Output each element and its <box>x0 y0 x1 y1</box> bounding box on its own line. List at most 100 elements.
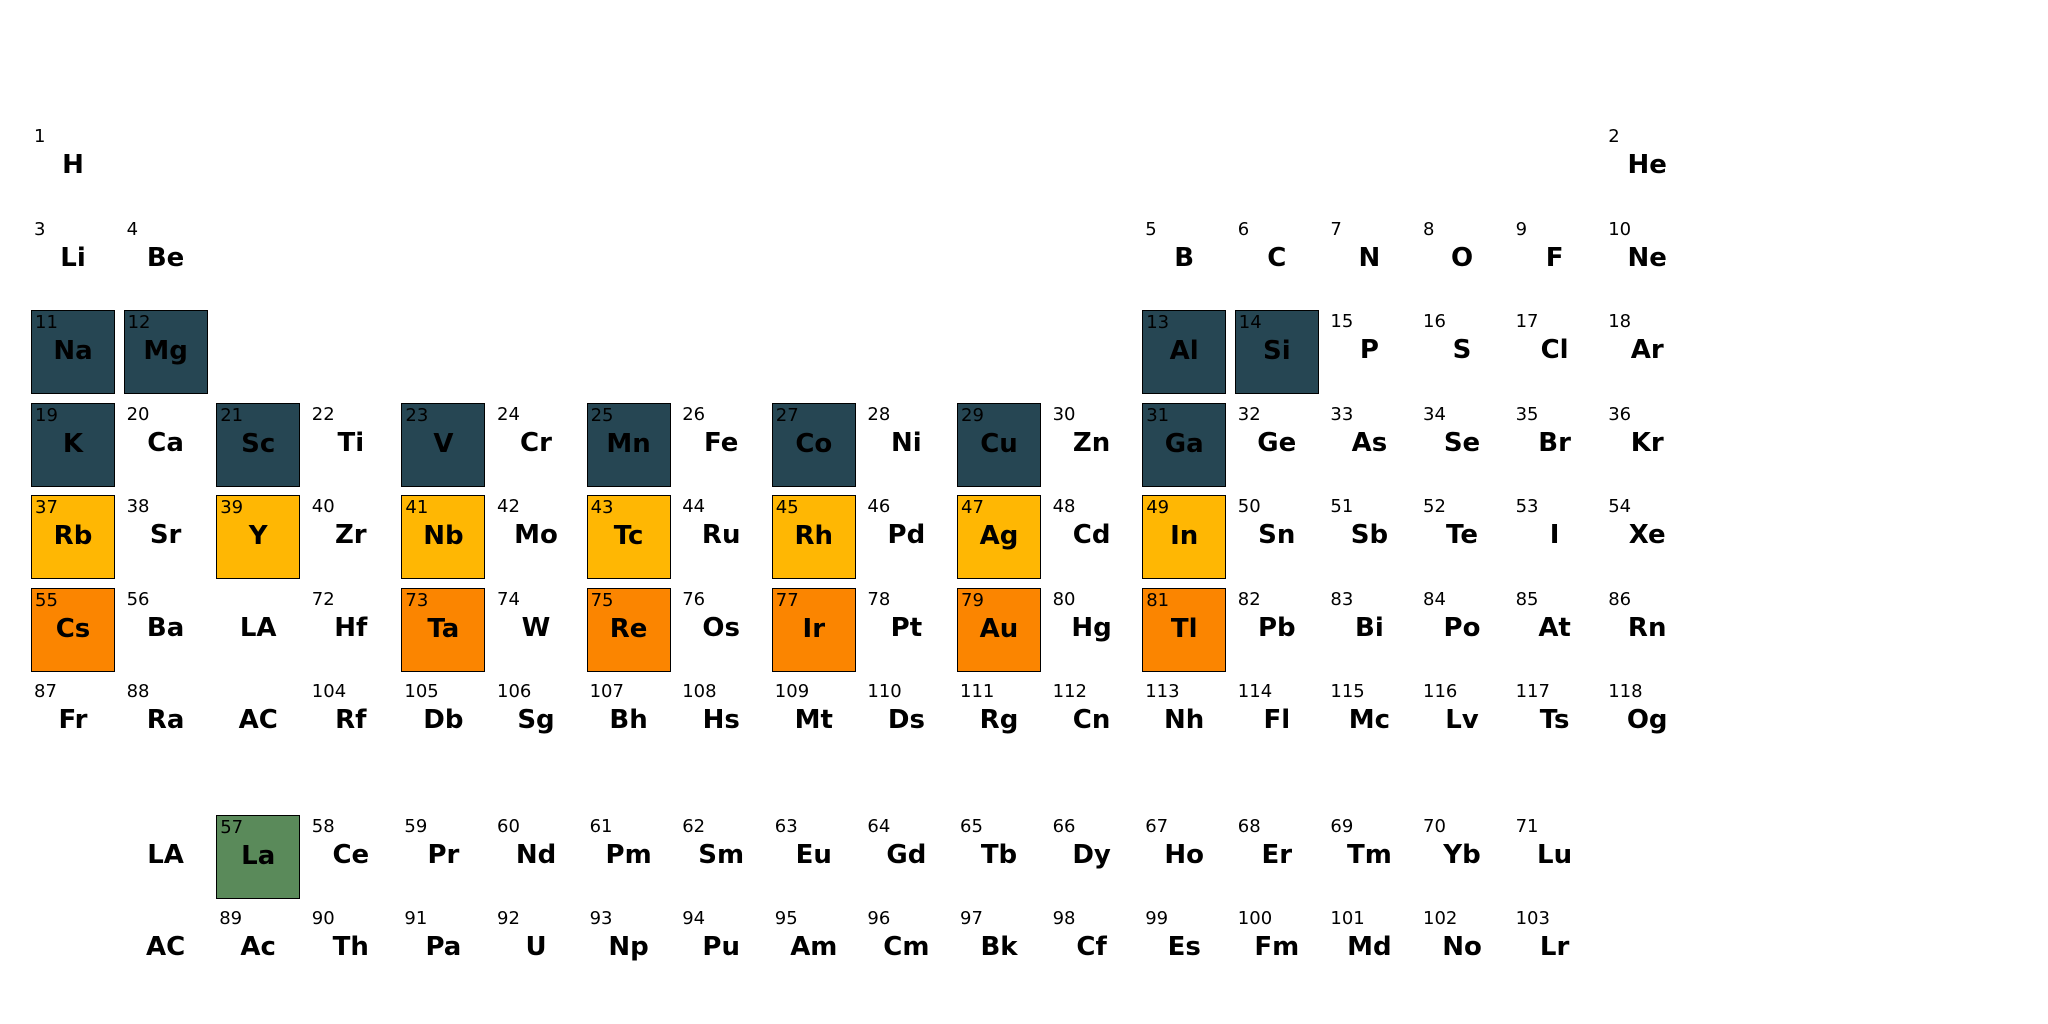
element-cell-tb-65: 65 Tb <box>957 815 1041 899</box>
atomic-number: 63 <box>774 816 798 837</box>
element-symbol: No <box>1442 932 1482 962</box>
element-symbol: Ru <box>701 520 741 550</box>
element-symbol: V <box>433 429 454 459</box>
atomic-number: 45 <box>775 497 799 518</box>
element-cell-ar-18: 18 Ar <box>1605 310 1689 394</box>
element-cell-ds-110: 110 Ds <box>864 680 948 764</box>
element-symbol: Rb <box>53 521 93 551</box>
element-cell-as-33: 33 As <box>1327 403 1411 487</box>
element-symbol: As <box>1351 428 1388 458</box>
element-cell-sm-62: 62 Sm <box>679 815 763 899</box>
element-cell-er-68: 68 Er <box>1235 815 1319 899</box>
atomic-number: 29 <box>961 405 984 426</box>
atomic-number: 79 <box>961 590 984 611</box>
element-symbol: Br <box>1538 428 1571 458</box>
element-cell-ag-47: 47 Ag <box>957 495 1041 579</box>
element-cell-co-27: 27 Co <box>771 403 856 487</box>
element-symbol: He <box>1627 150 1667 180</box>
element-symbol: Co <box>795 429 833 459</box>
element-cell-re-75: 75 Re <box>586 588 671 672</box>
element-cell-lu-71: 71 Lu <box>1513 815 1597 899</box>
element-cell-gd-64: 64 Gd <box>864 815 948 899</box>
element-symbol: Ds <box>887 705 925 735</box>
atomic-number: 89 <box>219 908 243 929</box>
element-cell-ga-31: 31 Ga <box>1142 403 1227 487</box>
element-cell-at-85: 85 At <box>1513 588 1597 672</box>
atomic-number: 54 <box>1608 496 1632 517</box>
element-cell-y-39: 39 Y <box>216 495 301 579</box>
element-cell-se-34: 34 Se <box>1420 403 1504 487</box>
atomic-number: 114 <box>1237 681 1273 702</box>
element-symbol: LA <box>239 613 277 643</box>
atomic-number: 74 <box>497 589 520 610</box>
element-symbol: Zn <box>1072 428 1111 458</box>
element-cell-ca-20: 20 Ca <box>124 403 208 487</box>
element-cell-cm-96: 96 Cm <box>864 907 948 991</box>
atomic-number: 21 <box>220 405 244 426</box>
element-symbol: Mn <box>606 429 651 459</box>
atomic-number: 7 <box>1330 219 1342 240</box>
element-cell-zn-30: 30 Zn <box>1050 403 1134 487</box>
element-symbol: Og <box>1626 705 1668 735</box>
atomic-number: 36 <box>1608 404 1632 425</box>
atomic-number: 96 <box>867 908 891 929</box>
element-symbol: Os <box>702 613 740 643</box>
atomic-number: 1 <box>34 126 46 147</box>
element-cell-ac-placeholder-r7: AC <box>216 680 300 764</box>
element-cell-lr-103: 103 Lr <box>1513 907 1597 991</box>
element-cell-pu-94: 94 Pu <box>679 907 763 991</box>
atomic-number: 98 <box>1052 908 1076 929</box>
element-cell-u-92: 92 U <box>494 907 578 991</box>
element-cell-in-49: 49 In <box>1142 495 1227 579</box>
atomic-number: 23 <box>405 405 429 426</box>
element-cell-ac-89: 89 Ac <box>216 907 300 991</box>
atomic-number: 113 <box>1145 681 1180 702</box>
element-cell-w-74: 74 W <box>494 588 578 672</box>
atomic-number: 104 <box>311 681 347 702</box>
element-symbol: Xe <box>1628 520 1666 550</box>
element-cell-pm-61: 61 Pm <box>587 815 671 899</box>
element-symbol: Cr <box>520 428 552 458</box>
element-symbol: S <box>1452 335 1472 365</box>
atomic-number: 51 <box>1330 496 1354 517</box>
element-symbol: Pd <box>887 520 926 550</box>
element-symbol: Hg <box>1071 613 1112 643</box>
atomic-number: 115 <box>1330 681 1365 702</box>
element-cell-nd-60: 60 Nd <box>494 815 578 899</box>
element-symbol: Si <box>1262 336 1291 366</box>
atomic-number: 80 <box>1052 589 1076 610</box>
element-symbol: Se <box>1443 428 1481 458</box>
element-symbol: Tl <box>1170 614 1198 644</box>
element-cell-cd-48: 48 Cd <box>1050 495 1134 579</box>
element-symbol: Er <box>1261 840 1293 870</box>
atomic-number: 93 <box>589 908 613 929</box>
atomic-number: 64 <box>867 816 891 837</box>
atomic-number: 88 <box>126 681 150 702</box>
atomic-number: 103 <box>1515 908 1550 929</box>
atomic-number: 91 <box>404 908 428 929</box>
atomic-number: 3 <box>34 219 46 240</box>
element-symbol: Kr <box>1630 428 1664 458</box>
element-symbol: Ag <box>979 521 1019 551</box>
element-cell-bh-107: 107 Bh <box>587 680 671 764</box>
atomic-number: 12 <box>127 312 151 333</box>
atomic-number: 83 <box>1330 589 1354 610</box>
element-cell-rg-111: 111 Rg <box>957 680 1041 764</box>
element-symbol: B <box>1174 243 1195 273</box>
element-cell-ir-77: 77 Ir <box>771 588 856 672</box>
element-symbol: Pb <box>1257 613 1296 643</box>
element-symbol: Sb <box>1350 520 1389 550</box>
element-symbol: Pm <box>605 840 652 870</box>
element-cell-rb-37: 37 Rb <box>31 495 115 579</box>
element-symbol: Ce <box>332 840 370 870</box>
element-symbol: Mg <box>143 336 188 366</box>
atomic-number: 56 <box>126 589 150 610</box>
element-symbol: Hs <box>702 705 740 735</box>
element-symbol: Rf <box>335 705 367 735</box>
element-cell-pd-46: 46 Pd <box>864 495 948 579</box>
atomic-number: 60 <box>497 816 520 837</box>
element-symbol: Ca <box>147 428 184 458</box>
element-cell-sb-51: 51 Sb <box>1327 495 1411 579</box>
